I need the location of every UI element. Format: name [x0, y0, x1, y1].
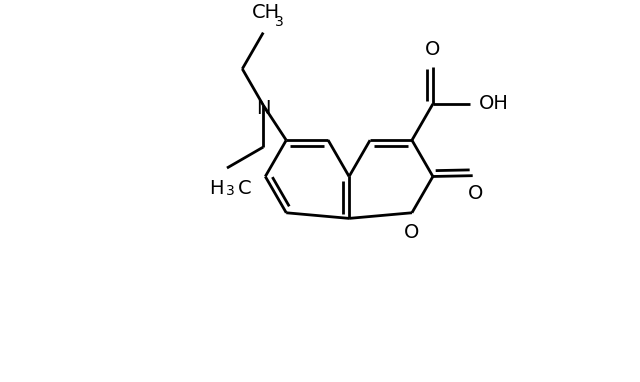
- Text: 3: 3: [226, 185, 234, 198]
- Text: C: C: [237, 178, 251, 197]
- Text: OH: OH: [479, 94, 508, 113]
- Text: N: N: [256, 99, 271, 118]
- Text: 3: 3: [275, 15, 284, 29]
- Text: O: O: [425, 40, 440, 60]
- Text: CH: CH: [252, 3, 280, 22]
- Text: H: H: [209, 178, 224, 197]
- Text: O: O: [468, 185, 483, 203]
- Text: O: O: [404, 223, 420, 242]
